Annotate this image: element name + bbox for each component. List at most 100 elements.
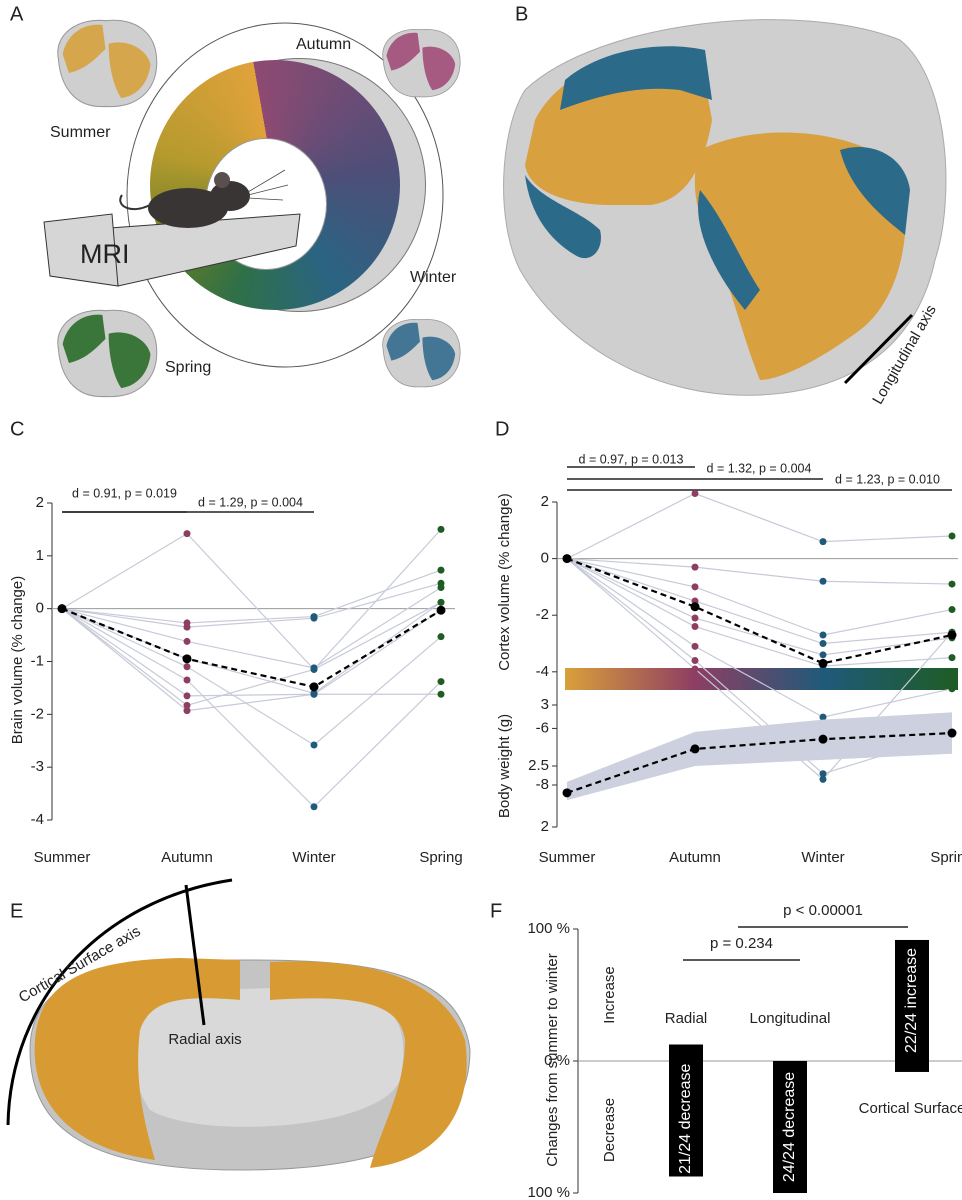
individual-point [691, 623, 699, 631]
individual-point [437, 678, 445, 686]
mean-point [562, 788, 572, 798]
individual-point [183, 676, 191, 684]
direction-label: Increase [601, 966, 618, 1024]
individual-point [948, 580, 956, 588]
individual-line [61, 569, 442, 624]
individual-point [691, 490, 699, 498]
brain-autumn [382, 28, 461, 98]
individual-line [61, 601, 442, 694]
mouse-tail [119, 194, 151, 211]
x-tick-label: Spring [419, 849, 462, 866]
significance-label: p = 0.234 [710, 935, 773, 952]
y-axis-label: Brain volume (% change) [9, 576, 26, 744]
significance-label: d = 1.29, p = 0.004 [198, 495, 303, 509]
panel-label: C [10, 418, 24, 440]
category-label: Radial [665, 1010, 708, 1027]
brain-winter [382, 318, 461, 388]
individual-point [437, 598, 445, 606]
y-tick-label: 2 [36, 494, 44, 511]
individual-line [61, 528, 442, 671]
individual-point [691, 656, 699, 664]
blue-region [698, 190, 760, 310]
individual-point [437, 566, 445, 574]
y-tick-label: -1 [31, 652, 44, 669]
mouse-ear [214, 172, 230, 188]
individual-point [691, 583, 699, 591]
x-tick-label: Spring [930, 849, 962, 866]
individual-line [61, 608, 441, 697]
individual-line [566, 558, 953, 718]
season-label: Summer [50, 124, 111, 141]
individual-line [61, 608, 442, 746]
mean-line [566, 557, 953, 665]
x-tick-label: Summer [539, 849, 596, 866]
category-label: Cortical Surface [859, 1100, 962, 1117]
bar [773, 1061, 807, 1193]
category-label: Longitudinal [750, 1010, 831, 1027]
individual-line [61, 582, 442, 628]
y-tick-label: -4 [536, 663, 549, 680]
brain-spring [57, 309, 158, 398]
range-band [567, 712, 952, 801]
season-colorbar [565, 668, 958, 690]
bar-label: 24/24 decrease [781, 1072, 798, 1182]
individual-line [61, 608, 442, 808]
orange-region [270, 961, 467, 1168]
y-tick-label: -2 [31, 705, 44, 722]
x-tick-label: Autumn [669, 849, 721, 866]
individual-point [691, 665, 699, 673]
individual-line [566, 558, 953, 656]
y-tick-label: 3 [541, 696, 549, 713]
mean-point [436, 605, 446, 615]
y-tick-label: -8 [536, 776, 549, 793]
mri-block [43, 213, 119, 287]
individual-point [183, 707, 191, 715]
significance-label: d = 0.91, p = 0.019 [72, 486, 177, 500]
x-tick-label: Winter [801, 849, 844, 866]
individual-point [437, 690, 445, 698]
mouse-body [148, 188, 228, 228]
individual-point [310, 690, 318, 698]
mouse-whiskers [247, 169, 289, 201]
individual-point [183, 692, 191, 700]
panel-label: E [10, 900, 23, 922]
y-tick-label: 100 % [527, 920, 570, 937]
individual-line [61, 608, 442, 712]
mean-point [562, 554, 572, 564]
mean-point [182, 654, 192, 664]
blue-region [525, 175, 601, 259]
y-tick-label: 2 [541, 818, 549, 835]
orange-region [694, 132, 906, 380]
individual-point [819, 538, 827, 546]
individual-line [566, 558, 953, 585]
individual-line [566, 558, 953, 667]
bar [895, 1061, 929, 1072]
axis-line [843, 313, 914, 385]
individual-point [183, 663, 191, 671]
y-tick-label: -3 [31, 758, 44, 775]
individual-point [819, 577, 827, 585]
individual-point [948, 606, 956, 614]
scanner-outline [126, 22, 444, 368]
y-tick-label: -2 [536, 606, 549, 623]
x-tick-label: Winter [292, 849, 335, 866]
individual-point [437, 584, 445, 592]
individual-point [310, 741, 318, 749]
individual-point [691, 642, 699, 650]
y-tick-label: 0 [36, 600, 44, 617]
mean-point [818, 658, 828, 668]
axis-label: Radial axis [168, 1031, 241, 1048]
season-label: Autumn [296, 36, 351, 53]
individual-point [948, 532, 956, 540]
brain-summer [57, 19, 158, 108]
individual-point [819, 651, 827, 659]
individual-point [819, 640, 827, 648]
x-tick-label: Autumn [161, 849, 213, 866]
bar-label: 22/24 increase [903, 948, 920, 1053]
individual-point [183, 701, 191, 709]
y-tick-label: 0 [541, 550, 549, 567]
individual-line [566, 492, 953, 560]
direction-label: Decrease [601, 1098, 618, 1162]
mean-point [690, 744, 700, 754]
significance-label: p < 0.00001 [783, 902, 863, 919]
